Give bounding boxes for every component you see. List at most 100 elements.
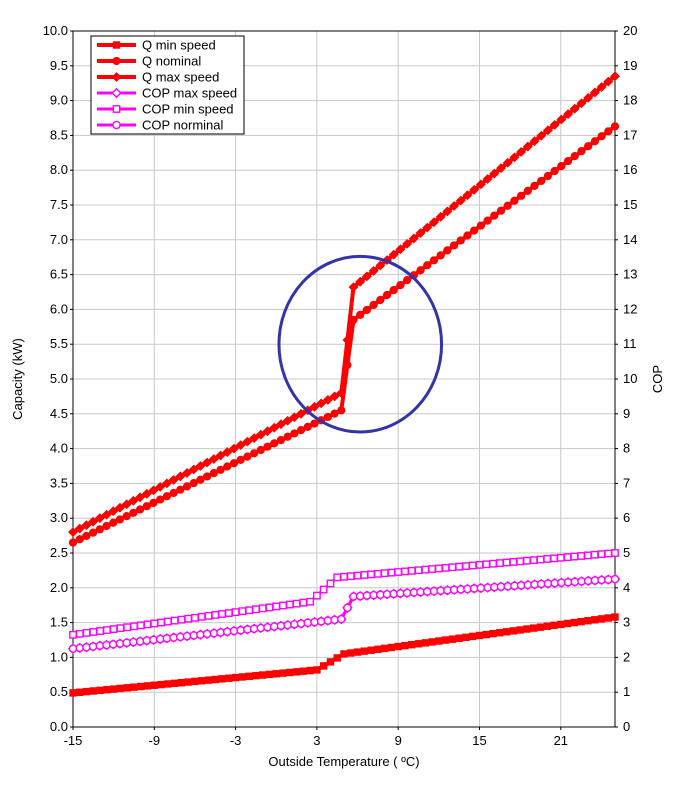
data-point — [422, 222, 433, 233]
data-point — [103, 686, 111, 694]
data-point — [610, 574, 620, 584]
legend-item: COP norminal — [97, 118, 224, 133]
y2-axis-title: COP — [650, 365, 665, 393]
data-point — [109, 625, 118, 634]
data-point — [245, 672, 253, 681]
data-point — [516, 557, 525, 566]
y2-tick-label: 10 — [623, 371, 637, 386]
data-point — [449, 241, 459, 250]
data-point — [496, 163, 506, 174]
data-point — [196, 475, 205, 484]
data-point — [184, 614, 193, 623]
data-point — [429, 256, 439, 265]
x-tick-label: -3 — [230, 733, 242, 748]
y2-tick-label: 18 — [623, 93, 637, 108]
data-point — [285, 600, 294, 609]
data-point — [550, 621, 558, 630]
data-point — [82, 628, 91, 637]
y2-tick-label: 15 — [623, 197, 637, 212]
data-point — [342, 335, 353, 345]
data-point — [468, 561, 477, 570]
data-point — [123, 623, 132, 632]
data-point — [229, 443, 239, 454]
y2-tick-label: 7 — [623, 475, 630, 490]
data-point — [282, 415, 293, 426]
data-point — [368, 265, 379, 276]
data-point — [89, 528, 98, 537]
y-tick-label: 5.5 — [50, 336, 68, 351]
data-point — [296, 426, 306, 435]
data-point — [394, 642, 402, 651]
data-point — [509, 558, 518, 566]
data-point — [322, 394, 333, 405]
data-point — [326, 579, 335, 588]
data-point — [407, 566, 416, 575]
data-point — [150, 681, 159, 689]
data-point — [403, 276, 412, 285]
y-tick-label: 0.0 — [50, 719, 68, 734]
data-point — [469, 184, 480, 195]
data-point — [401, 567, 409, 576]
data-point — [443, 246, 452, 255]
data-point — [482, 630, 490, 639]
data-point — [416, 266, 425, 275]
data-point — [589, 87, 600, 98]
data-point — [423, 261, 432, 270]
y2-tick-label: 13 — [623, 267, 637, 282]
data-point — [96, 627, 105, 635]
data-point — [163, 617, 172, 626]
legend-item: Q min speed — [97, 38, 216, 53]
data-point — [388, 249, 399, 260]
y-axis-title: Capacity (kW) — [10, 338, 25, 420]
data-point — [448, 563, 457, 572]
y-tick-label: 0.5 — [50, 684, 68, 699]
data-point — [129, 508, 138, 517]
data-point — [310, 419, 319, 428]
data-point — [162, 492, 172, 501]
y2-tick-label: 17 — [623, 127, 637, 142]
data-point — [102, 626, 111, 634]
data-point — [516, 147, 527, 157]
data-point — [195, 461, 206, 471]
data-point — [289, 412, 300, 423]
data-point — [401, 641, 409, 650]
data-point — [523, 186, 532, 195]
data-point — [509, 152, 520, 163]
data-point — [347, 649, 355, 657]
data-point — [231, 673, 240, 682]
data-point — [135, 492, 145, 503]
data-point — [414, 640, 423, 648]
data-point — [330, 409, 339, 418]
y-tick-label: 3.0 — [50, 510, 68, 525]
data-point — [455, 562, 464, 571]
data-point — [333, 573, 342, 582]
y2-tick-label: 9 — [623, 406, 630, 421]
data-point — [529, 556, 538, 565]
data-point — [94, 513, 105, 524]
data-point — [272, 602, 281, 611]
data-point — [604, 549, 613, 558]
data-point — [81, 520, 92, 531]
legend-label: COP max speed — [142, 86, 237, 101]
data-point — [270, 439, 279, 448]
data-point — [337, 406, 346, 415]
data-point — [603, 76, 614, 87]
data-point — [360, 647, 369, 655]
data-point — [157, 680, 165, 689]
data-point — [376, 295, 385, 305]
y2-tick-label: 3 — [623, 615, 630, 630]
data-point — [489, 559, 497, 568]
data-point — [536, 623, 545, 631]
data-point — [522, 141, 533, 152]
data-point — [235, 440, 246, 451]
data-point — [340, 650, 348, 658]
y-tick-label: 2.0 — [50, 580, 68, 595]
data-point — [563, 619, 572, 628]
data-point — [299, 598, 308, 607]
y2-tick-label: 5 — [623, 545, 630, 560]
data-point — [408, 640, 416, 649]
data-point — [75, 629, 84, 638]
data-point — [329, 391, 340, 402]
data-point — [156, 495, 165, 504]
